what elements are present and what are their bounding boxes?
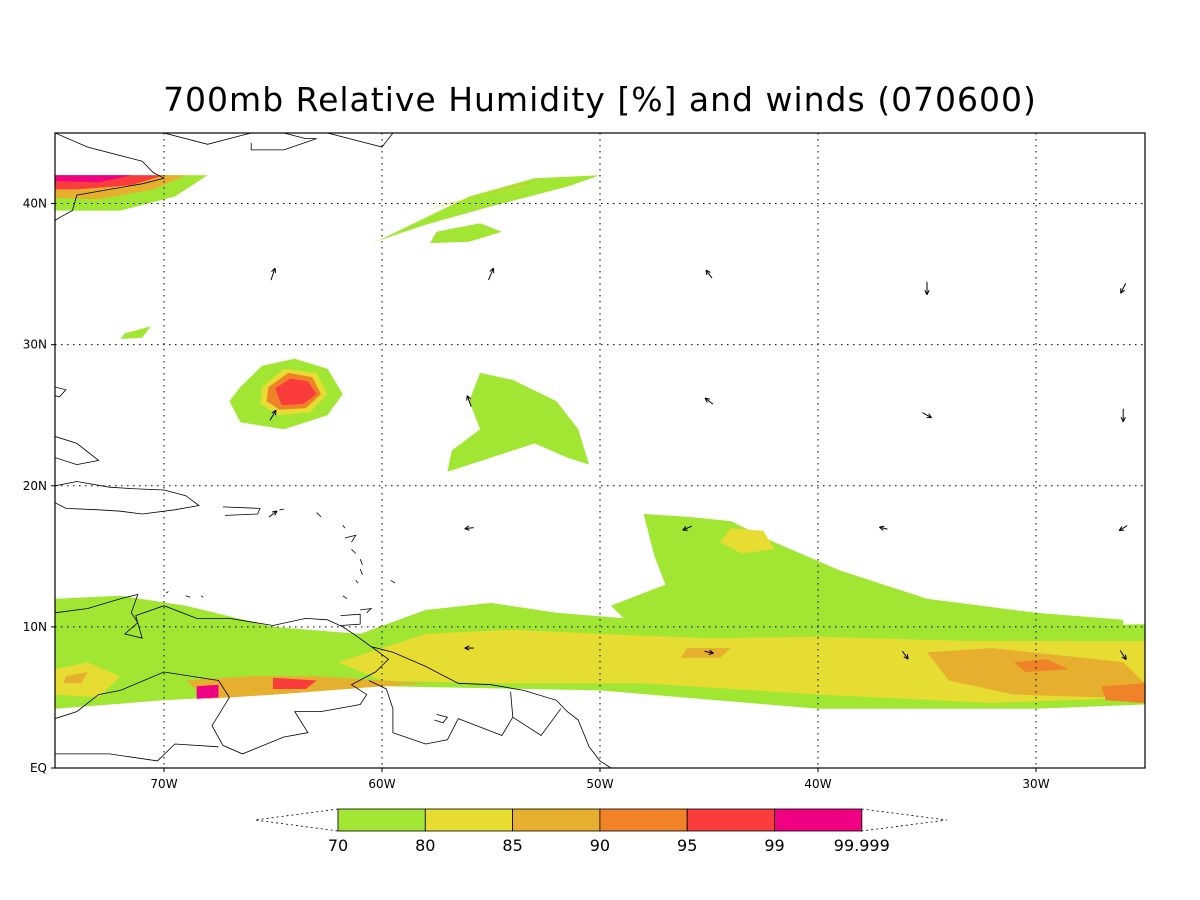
- ne-coast-moisture-level-5: [55, 175, 132, 183]
- wind-arrow: [466, 395, 472, 407]
- coastline: [327, 133, 394, 148]
- colombia-moisture-level-1: [55, 662, 121, 698]
- coastline: [55, 593, 612, 768]
- colorbar-lower-extension: [254, 808, 339, 832]
- colorbar-swatch: [337, 808, 426, 832]
- coastline: [55, 690, 121, 719]
- itcz-band-level-1: [338, 629, 1145, 704]
- coastline: [55, 481, 200, 515]
- coastline: [342, 525, 346, 529]
- coastline: [355, 580, 359, 584]
- colorbar: 70 80 85 90 95 99 99.999: [254, 808, 947, 855]
- itcz-band-level-3: [1101, 683, 1145, 704]
- colorbar-swatch: [686, 808, 775, 832]
- south-american-moisture-level-4: [273, 677, 317, 689]
- coastline: [344, 534, 357, 543]
- lon-tick-label: 30W: [1022, 777, 1049, 791]
- colorbar-level-label: 85: [502, 836, 522, 855]
- wind-arrow: [924, 281, 930, 295]
- lon-tick-label: 60W: [368, 777, 395, 791]
- wind-arrow: [1118, 525, 1128, 532]
- colorbar-swatch: [599, 808, 688, 832]
- wind-arrow: [705, 269, 713, 279]
- coastline: [434, 714, 449, 724]
- coastline: [359, 568, 363, 575]
- wind-arrow: [268, 510, 278, 518]
- coastline: [55, 743, 219, 762]
- wind-vectors: [268, 267, 1128, 661]
- colorbar-level-label: 99: [764, 836, 784, 855]
- coastline: [279, 508, 284, 511]
- wind-arrow: [704, 397, 714, 405]
- wind-arrow: [704, 649, 714, 655]
- coastline: [163, 133, 252, 145]
- lat-lon-grid: [55, 133, 1145, 768]
- colombia-moisture-level-2: [63, 672, 88, 684]
- coastline: [55, 386, 67, 398]
- wind-arrow: [1119, 650, 1127, 661]
- colorbar-swatch: [512, 808, 601, 832]
- coastline: [55, 133, 166, 221]
- axis-labels: 40N 30N 20N 10N EQ 70W 60W 50W 40W 30W: [23, 197, 1050, 791]
- cyclone-ring-level-4: [275, 378, 317, 406]
- colorbar-level-label: 80: [415, 836, 435, 855]
- lon-tick-label: 70W: [150, 777, 177, 791]
- wind-arrow: [270, 267, 277, 281]
- itcz-band-level-2: [927, 648, 1145, 698]
- coastlines: [55, 133, 612, 768]
- colorbar-level-label: 95: [677, 836, 697, 855]
- wind-arrow: [1120, 408, 1126, 422]
- colorbar-swatch: [424, 808, 513, 832]
- south-american-moisture-level-5: [196, 684, 219, 699]
- central-atlantic-moisture-level-1: [719, 528, 775, 554]
- coastline: [340, 613, 361, 626]
- lon-tick-label: 50W: [586, 777, 613, 791]
- lon-tick-label: 40W: [804, 777, 831, 791]
- north-atlantic-streak-level-0: [371, 175, 600, 244]
- coastline: [222, 506, 261, 516]
- colorbar-level-label: 70: [328, 836, 348, 855]
- coastline: [351, 549, 357, 554]
- wind-arrow: [269, 409, 277, 421]
- lat-tick-label: 30N: [23, 338, 47, 352]
- map-title: 700mb Relative Humidity [%] and winds (0…: [163, 80, 1037, 119]
- wind-arrow: [682, 525, 692, 531]
- humidity-shading: [55, 175, 1145, 709]
- colorbar-upper-extension: [861, 808, 947, 832]
- wind-arrow: [901, 650, 909, 660]
- subtropical-cloud-level-0: [447, 372, 590, 472]
- lat-tick-label: 10N: [23, 620, 47, 634]
- colorbar-level-label: 90: [590, 836, 610, 855]
- coastline: [165, 591, 169, 594]
- coastline: [359, 559, 363, 565]
- wind-arrow: [879, 525, 888, 531]
- coastline: [120, 646, 390, 755]
- coastline: [390, 579, 396, 584]
- colorbar-level-label: 99.999: [834, 836, 890, 855]
- coastline: [316, 512, 322, 518]
- west-atlantic-patch-level-0: [120, 326, 151, 339]
- lat-tick-label: EQ: [30, 761, 47, 775]
- wind-arrow: [464, 525, 474, 531]
- lat-tick-label: 20N: [23, 479, 47, 493]
- coastline: [185, 595, 191, 598]
- coastline: [342, 595, 348, 600]
- wind-arrow: [488, 267, 495, 281]
- north-atlantic-patch-level-0: [430, 223, 502, 244]
- wind-arrow: [1120, 282, 1127, 294]
- coastline: [360, 607, 373, 614]
- wind-arrow: [464, 645, 474, 651]
- colorbar-swatch: [774, 808, 863, 832]
- itcz-band-level-3: [1014, 659, 1069, 672]
- coastline: [55, 436, 100, 466]
- wind-arrow: [922, 412, 932, 419]
- lat-tick-label: 40N: [23, 197, 47, 211]
- itcz-band-level-2: [680, 648, 731, 658]
- coastline: [512, 708, 562, 737]
- coastline: [368, 680, 514, 745]
- coastline: [250, 133, 317, 151]
- coastline: [200, 595, 204, 598]
